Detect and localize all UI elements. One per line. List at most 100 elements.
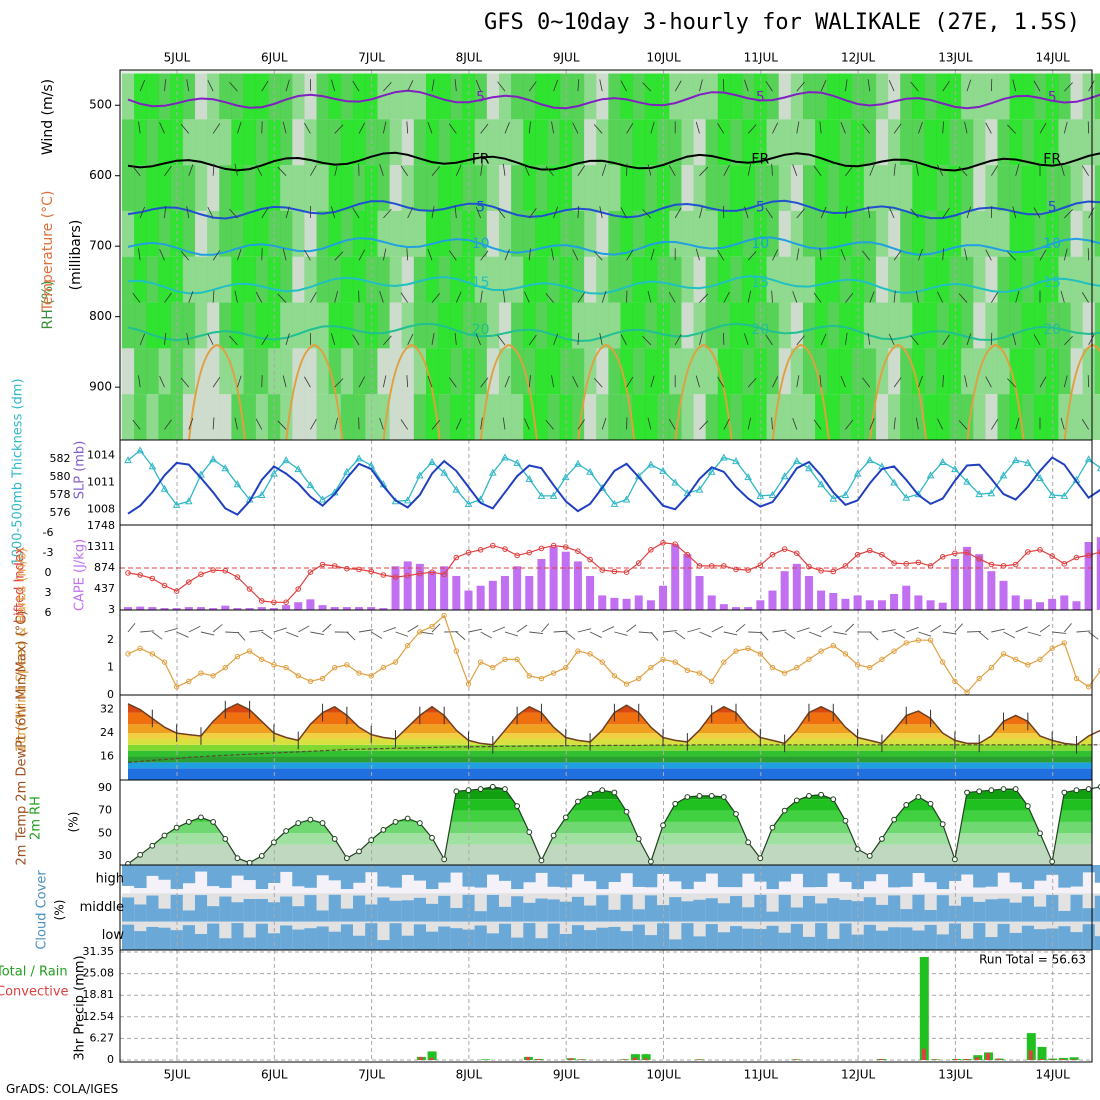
rh-cell (693, 256, 707, 303)
wind-speed-marker (307, 678, 314, 684)
wind-barb (765, 80, 773, 92)
rh-cell (888, 73, 901, 120)
thickness-marker (1060, 491, 1069, 499)
rh-cell (316, 165, 330, 211)
li-marker (295, 586, 302, 592)
rh-unit-label: (%) (67, 812, 81, 833)
wind-barb (893, 417, 896, 430)
cloud-cell (535, 898, 548, 922)
isotherm-label: 5 (1048, 200, 1057, 216)
rh-cell (936, 73, 950, 120)
rh-cell (426, 302, 439, 349)
wind-barb (771, 290, 773, 303)
rh-cell (498, 119, 512, 166)
rh-cell (961, 348, 974, 395)
temp-band (128, 703, 1092, 713)
wind-barb (504, 122, 510, 134)
cloud-cell (596, 927, 609, 950)
wind-barb (382, 375, 387, 388)
rh-marker (234, 855, 241, 862)
rh-cell (474, 119, 488, 166)
rh-cell (413, 256, 427, 303)
rh-marker (879, 836, 885, 842)
rh-cell (1034, 119, 1047, 166)
rh-marker (404, 815, 411, 822)
rh-cell (790, 302, 804, 349)
li-marker (842, 563, 849, 569)
wind-speed-marker (404, 642, 411, 649)
wind-barb (237, 121, 242, 134)
cloud-cell (255, 923, 269, 950)
cloud-cell (924, 924, 937, 950)
cloud-cell (377, 897, 390, 922)
wind-barb (991, 165, 999, 176)
rh-cell (669, 210, 682, 257)
wind-barb (358, 249, 366, 261)
cloud-cell (985, 937, 998, 950)
temp-band (128, 733, 1092, 739)
wind-barb (504, 631, 518, 637)
thickness-marker (221, 464, 230, 472)
wind-barb (772, 629, 787, 633)
isotherm-label: 20 (751, 322, 769, 338)
wind-barb (642, 82, 652, 92)
rh-cell (620, 165, 634, 211)
cloud-cell (255, 865, 269, 889)
temp-band (128, 756, 1092, 763)
li-marker (380, 572, 387, 578)
cloud-cell (985, 865, 998, 887)
cape-bar (513, 566, 522, 610)
cloud-cell (924, 910, 937, 922)
wind-barb (964, 248, 968, 261)
cloud-cell (815, 903, 828, 922)
rh-cell (1082, 348, 1096, 395)
isotherm-line (127, 89, 1100, 110)
wind-speed-marker (1000, 651, 1007, 657)
wind-barb (862, 250, 871, 261)
rh-marker (538, 857, 545, 864)
rh-marker (295, 820, 302, 826)
rh-marker (331, 836, 338, 842)
rh-cell (851, 165, 865, 211)
rh-cell (450, 119, 463, 166)
cloud-cell (523, 902, 536, 922)
wind-speed-marker (867, 664, 873, 671)
wind-barb (234, 163, 238, 176)
wind-barb (480, 631, 493, 639)
cape-bar (306, 599, 315, 610)
wind-barb (1088, 334, 1095, 346)
wind-barb (772, 249, 779, 261)
cloud-cell (182, 910, 196, 922)
rh-cell (401, 256, 415, 303)
rh-cell (146, 256, 159, 303)
cloud-cell (596, 865, 609, 890)
rh-cell (243, 256, 257, 303)
rh-cell (839, 73, 852, 120)
rh-marker (854, 846, 861, 853)
rh-cell (596, 302, 609, 349)
precip-bar (641, 1054, 651, 1060)
wind-barb (383, 335, 392, 346)
rh-cell (194, 302, 208, 349)
cloud-cell (669, 939, 682, 950)
rh-cell (231, 165, 244, 211)
cloud-cell (584, 905, 597, 922)
cloud-cell (802, 895, 816, 922)
cloud-cell (936, 895, 950, 922)
rh-cell (255, 119, 269, 166)
thickness-marker (841, 490, 850, 498)
rh-cell (875, 394, 889, 440)
rh-marker (866, 853, 873, 859)
rh-cell (170, 165, 184, 211)
rh-marker (319, 820, 326, 826)
wind-barb (225, 631, 240, 634)
rh-cell (559, 256, 573, 303)
wind-speed-marker (392, 659, 399, 665)
wind-barb (504, 249, 510, 261)
rh-cell (511, 119, 524, 166)
wind-barb (407, 625, 419, 633)
wind-barb (668, 291, 676, 303)
cape-bar (817, 590, 826, 610)
rh-cell (888, 256, 901, 303)
rh-cell (486, 165, 500, 211)
